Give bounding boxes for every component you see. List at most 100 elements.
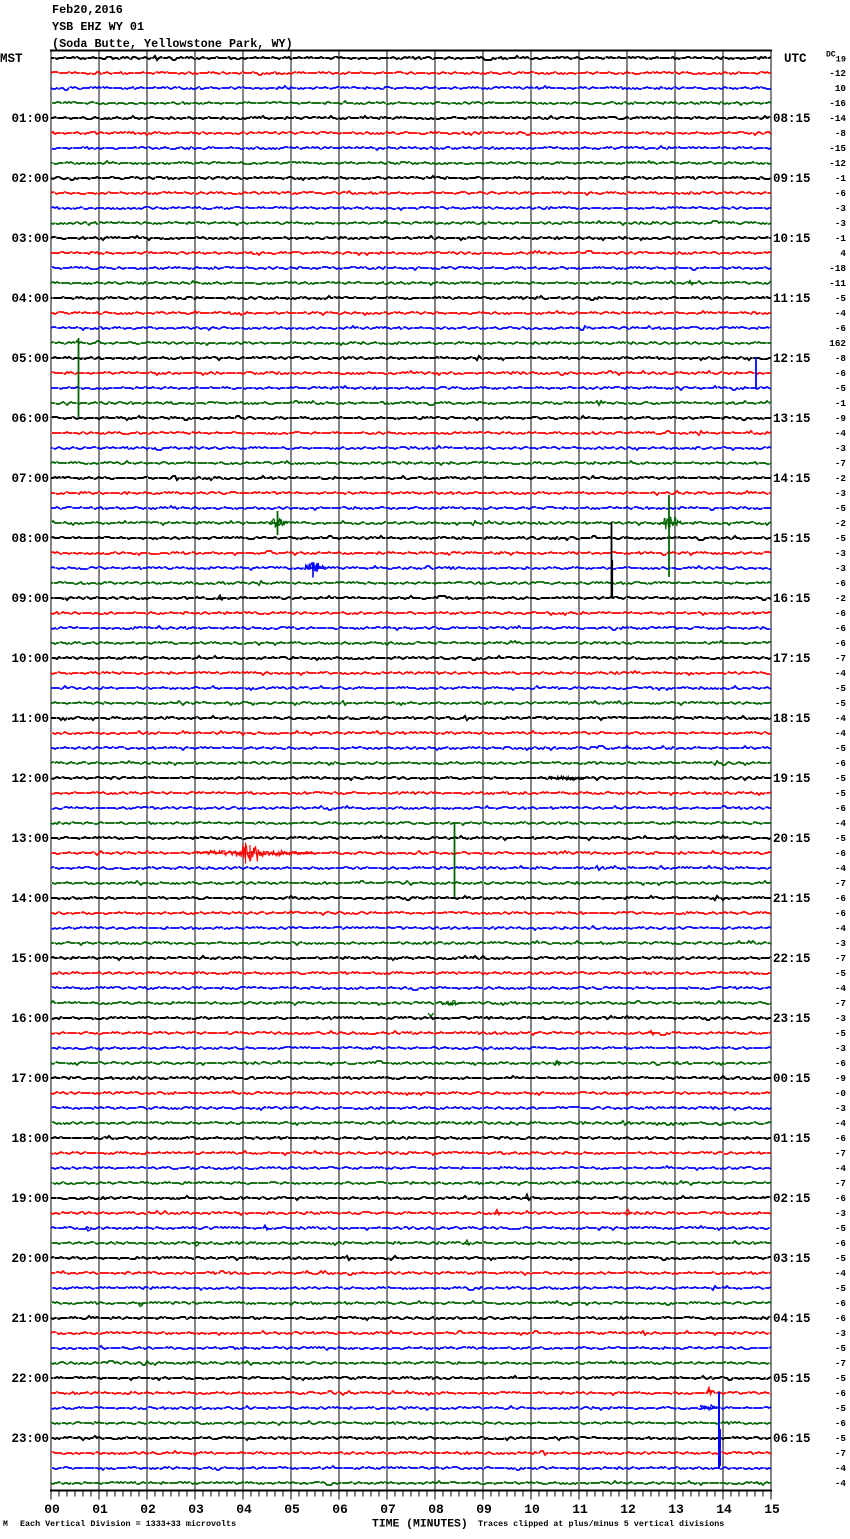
svg-text:-7: -7: [835, 458, 846, 469]
svg-text:-5: -5: [835, 683, 847, 694]
svg-text:TIME (MINUTES): TIME (MINUTES): [372, 1519, 468, 1531]
svg-text:-3: -3: [835, 1043, 847, 1054]
svg-text:14: 14: [716, 1502, 732, 1517]
svg-text:11:15: 11:15: [773, 292, 811, 306]
svg-text:-6: -6: [835, 608, 847, 619]
svg-text:18:15: 18:15: [773, 712, 811, 726]
svg-text:03: 03: [188, 1502, 204, 1517]
svg-text:06:00: 06:00: [11, 412, 49, 426]
svg-text:13: 13: [668, 1502, 684, 1517]
svg-text:Each Vertical Division = 1333+: Each Vertical Division = 1333+33 microvo…: [20, 1519, 236, 1529]
svg-text:-3: -3: [835, 203, 847, 214]
svg-text:-5: -5: [835, 773, 847, 784]
svg-text:-7: -7: [835, 998, 846, 1009]
svg-text:08: 08: [428, 1502, 444, 1517]
svg-text:-3: -3: [835, 548, 847, 559]
svg-text:-4: -4: [835, 923, 847, 934]
svg-text:05:00: 05:00: [11, 352, 49, 366]
svg-text:-4: -4: [835, 1118, 847, 1129]
svg-text:-6: -6: [835, 1298, 847, 1309]
svg-text:-5: -5: [835, 1373, 847, 1384]
svg-text:-5: -5: [835, 1253, 847, 1264]
svg-text:-6: -6: [835, 1418, 847, 1429]
svg-text:-6: -6: [835, 323, 847, 334]
svg-text:-8: -8: [835, 353, 847, 364]
svg-text:-4: -4: [835, 863, 847, 874]
svg-text:15:00: 15:00: [11, 952, 49, 966]
svg-text:-4: -4: [835, 728, 847, 739]
svg-text:13:00: 13:00: [11, 832, 49, 846]
svg-text:-6: -6: [835, 623, 847, 634]
svg-text:-4: -4: [835, 983, 847, 994]
svg-text:DC: DC: [826, 51, 836, 60]
svg-text:-6: -6: [835, 1238, 847, 1249]
svg-text:-5: -5: [835, 1433, 847, 1444]
svg-text:-4: -4: [835, 1463, 847, 1474]
svg-text:21:15: 21:15: [773, 892, 811, 906]
svg-text:-12: -12: [829, 68, 846, 79]
svg-text:-5: -5: [835, 968, 847, 979]
svg-text:-4: -4: [835, 1163, 847, 1174]
svg-text:06: 06: [332, 1502, 348, 1517]
svg-text:-3: -3: [835, 1103, 847, 1114]
svg-text:-3: -3: [835, 938, 847, 949]
svg-text:-5: -5: [835, 1403, 847, 1414]
svg-text:05: 05: [284, 1502, 300, 1517]
svg-text:11: 11: [572, 1502, 588, 1517]
svg-text:-0: -0: [835, 1088, 847, 1099]
svg-text:-5: -5: [835, 503, 847, 514]
svg-text:-3: -3: [835, 443, 847, 454]
svg-text:10:00: 10:00: [11, 652, 49, 666]
svg-text:11:00: 11:00: [11, 712, 49, 726]
svg-text:10:15: 10:15: [773, 232, 811, 246]
svg-text:02:00: 02:00: [11, 172, 49, 186]
svg-text:07:00: 07:00: [11, 472, 49, 486]
svg-text:-7: -7: [835, 953, 846, 964]
svg-text:07: 07: [380, 1502, 396, 1517]
svg-text:-5: -5: [835, 1343, 847, 1354]
svg-text:-5: -5: [835, 1223, 847, 1234]
svg-text:-5: -5: [835, 533, 847, 544]
svg-text:-7: -7: [835, 1148, 846, 1159]
svg-text:-6: -6: [835, 893, 847, 904]
svg-text:15:15: 15:15: [773, 532, 811, 546]
svg-text:10: 10: [524, 1502, 540, 1517]
svg-text:00:15: 00:15: [773, 1072, 811, 1086]
svg-text:09:15: 09:15: [773, 172, 811, 186]
svg-text:-14: -14: [829, 113, 846, 124]
svg-text:-4: -4: [835, 818, 847, 829]
svg-text:-1: -1: [835, 173, 847, 184]
svg-text:-6: -6: [835, 1193, 847, 1204]
svg-text:4: 4: [840, 248, 846, 259]
svg-text:22:15: 22:15: [773, 952, 811, 966]
svg-text:21:00: 21:00: [11, 1312, 49, 1326]
svg-text:-7: -7: [835, 1178, 846, 1189]
svg-text:-6: -6: [835, 848, 847, 859]
svg-text:22:00: 22:00: [11, 1372, 49, 1386]
svg-text:20:00: 20:00: [11, 1252, 49, 1266]
svg-text:23:15: 23:15: [773, 1012, 811, 1026]
svg-text:-2: -2: [835, 518, 847, 529]
svg-text:12: 12: [620, 1502, 636, 1517]
svg-text:-3: -3: [835, 1328, 847, 1339]
svg-text:-3: -3: [835, 1013, 847, 1024]
svg-text:-3: -3: [835, 488, 847, 499]
svg-text:12:00: 12:00: [11, 772, 49, 786]
svg-text:23:00: 23:00: [11, 1432, 49, 1446]
svg-text:-4: -4: [835, 428, 847, 439]
svg-text:-5: -5: [835, 1028, 847, 1039]
svg-text:-9: -9: [835, 413, 847, 424]
svg-text:-7: -7: [835, 1358, 846, 1369]
svg-text:-5: -5: [835, 743, 847, 754]
svg-text:-6: -6: [835, 908, 847, 919]
svg-text:02:15: 02:15: [773, 1192, 811, 1206]
svg-text:-6: -6: [835, 1388, 847, 1399]
svg-text:-5: -5: [835, 698, 847, 709]
svg-text:17:15: 17:15: [773, 652, 811, 666]
svg-text:-8: -8: [835, 128, 847, 139]
svg-text:-15: -15: [829, 143, 846, 154]
svg-text:-3: -3: [835, 1208, 847, 1219]
svg-text:-5: -5: [835, 293, 847, 304]
svg-text:12:15: 12:15: [773, 352, 811, 366]
svg-text:Feb20,2016: Feb20,2016: [52, 3, 123, 17]
